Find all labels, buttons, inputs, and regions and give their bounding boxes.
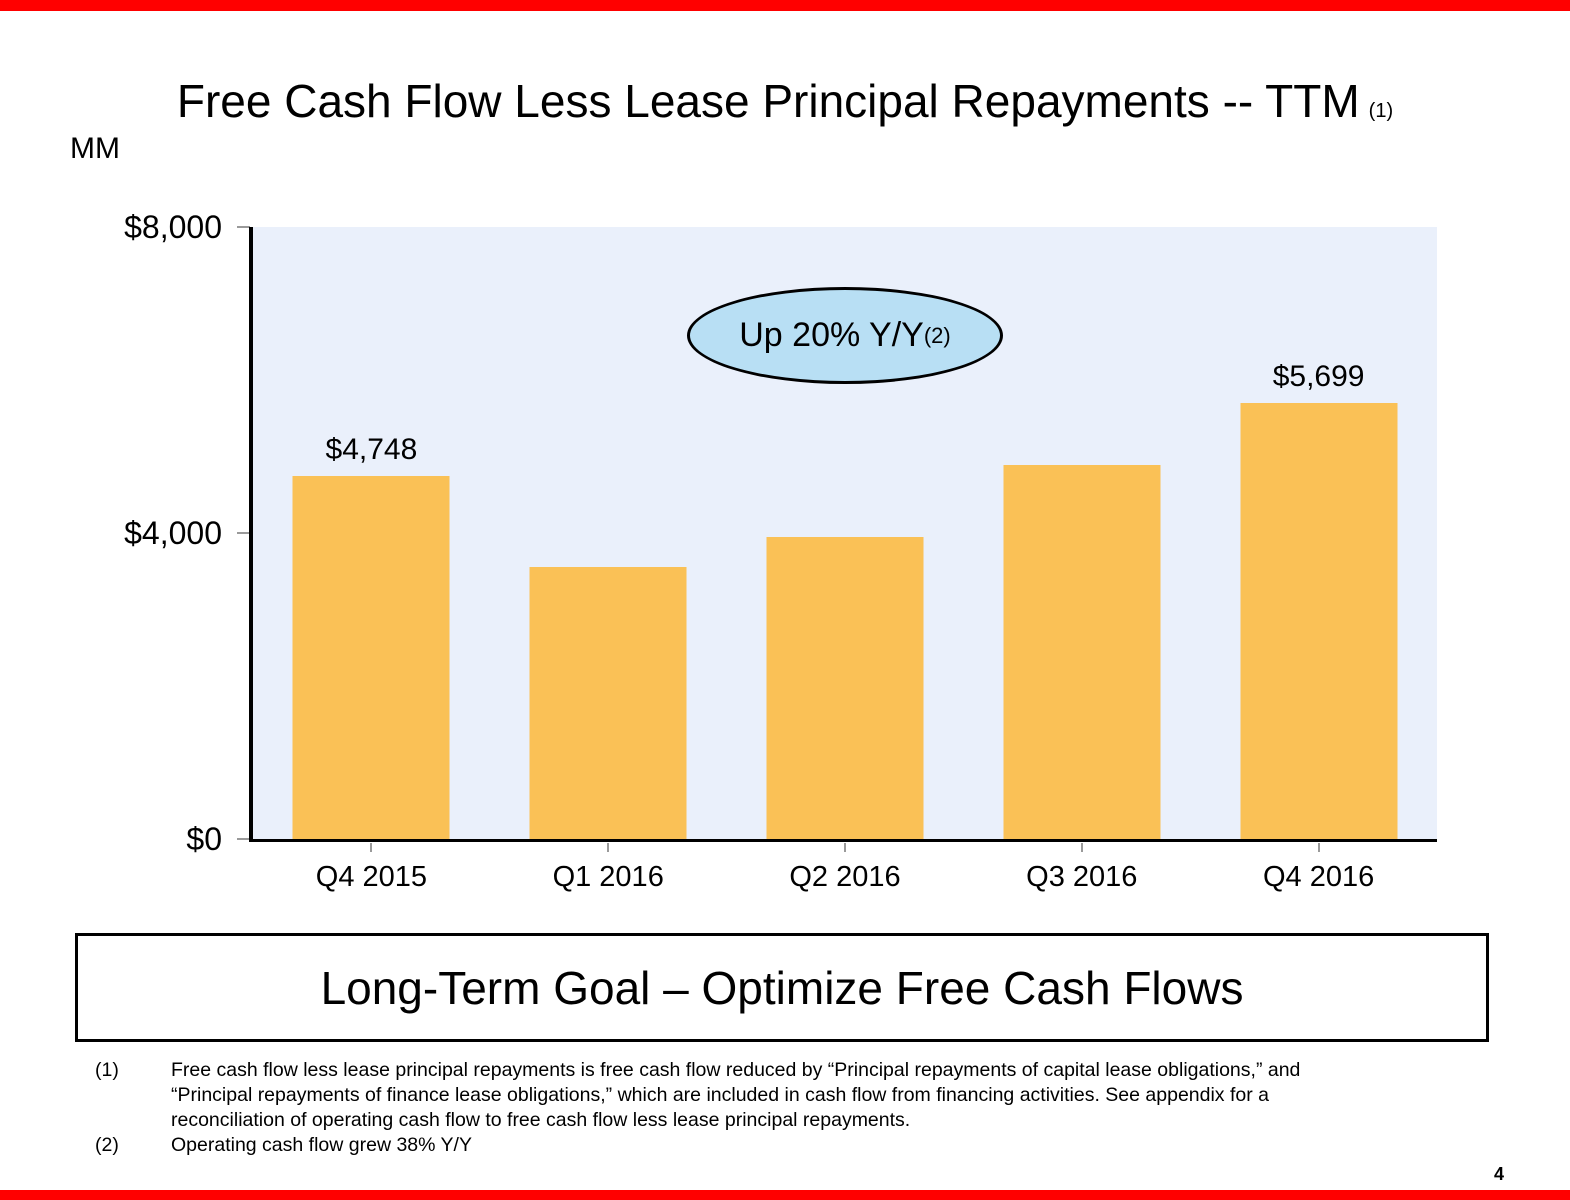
bar-q4-2016: [1240, 403, 1398, 839]
x-axis-tick-mark: [607, 843, 610, 852]
footnotes: (1) Free cash flow less lease principal …: [95, 1058, 1455, 1158]
bar-value-label-q4-2015: $4,748: [325, 432, 418, 466]
x-axis-tick-mark: [370, 843, 373, 852]
footnote-1: (1) Free cash flow less lease principal …: [95, 1058, 1455, 1133]
bar-q1-2016: [529, 567, 687, 839]
x-axis-tick-mark: [843, 843, 846, 852]
x-axis-tick-mark: [1080, 843, 1083, 852]
page-title: Free Cash Flow Less Lease Principal Repa…: [0, 76, 1570, 136]
footnote-2-marker: (2): [95, 1134, 119, 1156]
x-axis-tick-mark: [1317, 843, 1320, 852]
footnote-1-marker: (1): [95, 1059, 119, 1081]
page-title-text: Free Cash Flow Less Lease Principal Repa…: [176, 75, 1360, 127]
annotation-footnote-ref: (2): [923, 322, 951, 348]
y-axis-tick-mark: [237, 532, 250, 534]
footnote-1-line-1: Free cash flow less lease principal repa…: [171, 1059, 1301, 1081]
annotation-ellipse: Up 20% Y/Y (2): [687, 287, 1003, 384]
x-axis-label-q4-2015: Q4 2015: [315, 861, 428, 893]
units-label: MM: [70, 132, 120, 165]
bar-q4-2015: [292, 475, 450, 839]
bottom-accent-bar: [0, 1190, 1570, 1200]
bar-slot-q2-2016: [727, 227, 964, 839]
footnote-1-line-2: “Principal repayments of finance lease o…: [171, 1084, 1269, 1106]
x-axis-labels: Q4 2015 Q1 2016 Q2 2016 Q3 2016 Q4 2016: [253, 860, 1437, 894]
y-axis-tick-label-0: $0: [186, 821, 222, 857]
bar-slot-q1-2016: [490, 227, 727, 839]
y-axis-tick-label-8000: $8,000: [124, 209, 222, 245]
bar-q2-2016: [766, 536, 924, 839]
bars-row: $4,748 $5,699: [253, 227, 1437, 839]
y-axis-tick-mark: [237, 838, 250, 840]
bar-value-label-q4-2016: $5,699: [1272, 360, 1365, 394]
goal-banner: Long-Term Goal – Optimize Free Cash Flow…: [75, 933, 1489, 1042]
bar-slot-q4-2015: $4,748: [253, 227, 490, 839]
footnote-2: (2) Operating cash flow grew 38% Y/Y: [95, 1133, 1455, 1158]
x-axis-label-q4-2016: Q4 2016: [1262, 861, 1375, 893]
page-number: 4: [1494, 1164, 1505, 1184]
footnote-2-line-1: Operating cash flow grew 38% Y/Y: [171, 1134, 472, 1156]
y-axis-tick-mark: [237, 226, 250, 228]
x-axis-label-q3-2016: Q3 2016: [1026, 861, 1138, 893]
bar-slot-q4-2016: $5,699: [1200, 227, 1437, 839]
x-axis-ticks: [253, 843, 1437, 852]
title-footnote-ref: (1): [1368, 100, 1394, 122]
x-axis-label-q2-2016: Q2 2016: [789, 861, 901, 893]
footnote-1-line-3: reconciliation of operating cash flow to…: [171, 1109, 911, 1131]
x-axis-label-q1-2016: Q1 2016: [552, 861, 664, 893]
y-axis-tick-label-4000: $4,000: [124, 515, 222, 551]
top-accent-bar: [0, 0, 1570, 11]
bar-q3-2016: [1003, 464, 1161, 839]
annotation-text: Up 20% Y/Y: [739, 316, 924, 354]
goal-banner-text: Long-Term Goal – Optimize Free Cash Flow…: [320, 961, 1244, 1014]
bar-slot-q3-2016: [963, 227, 1200, 839]
